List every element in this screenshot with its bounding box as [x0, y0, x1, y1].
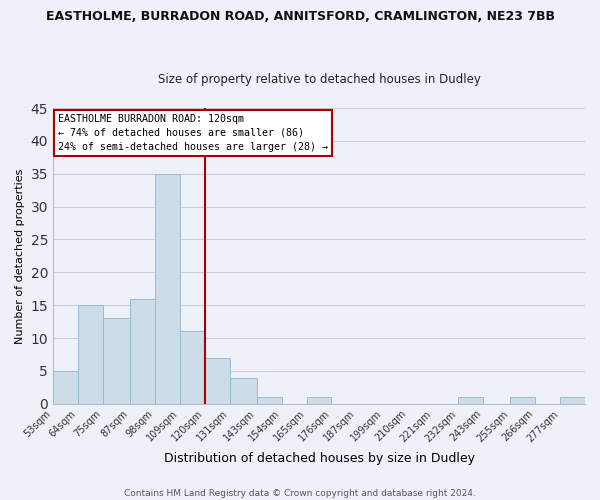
Bar [130, 298, 155, 404]
Title: Size of property relative to detached houses in Dudley: Size of property relative to detached ho… [158, 73, 481, 86]
Bar [510, 397, 535, 404]
Bar [458, 397, 483, 404]
Bar [78, 305, 103, 404]
Bar [155, 174, 180, 404]
Text: EASTHOLME, BURRADON ROAD, ANNITSFORD, CRAMLINGTON, NE23 7BB: EASTHOLME, BURRADON ROAD, ANNITSFORD, CR… [46, 10, 554, 23]
Bar [205, 358, 230, 404]
Text: EASTHOLME BURRADON ROAD: 120sqm
← 74% of detached houses are smaller (86)
24% of: EASTHOLME BURRADON ROAD: 120sqm ← 74% of… [58, 114, 328, 152]
Bar [257, 397, 281, 404]
Bar [180, 332, 205, 404]
Y-axis label: Number of detached properties: Number of detached properties [15, 168, 25, 344]
Bar [53, 371, 78, 404]
Bar [103, 318, 130, 404]
Bar [560, 397, 585, 404]
X-axis label: Distribution of detached houses by size in Dudley: Distribution of detached houses by size … [164, 452, 475, 465]
Bar [230, 378, 257, 404]
Text: Contains HM Land Registry data © Crown copyright and database right 2024.: Contains HM Land Registry data © Crown c… [124, 488, 476, 498]
Bar [307, 397, 331, 404]
